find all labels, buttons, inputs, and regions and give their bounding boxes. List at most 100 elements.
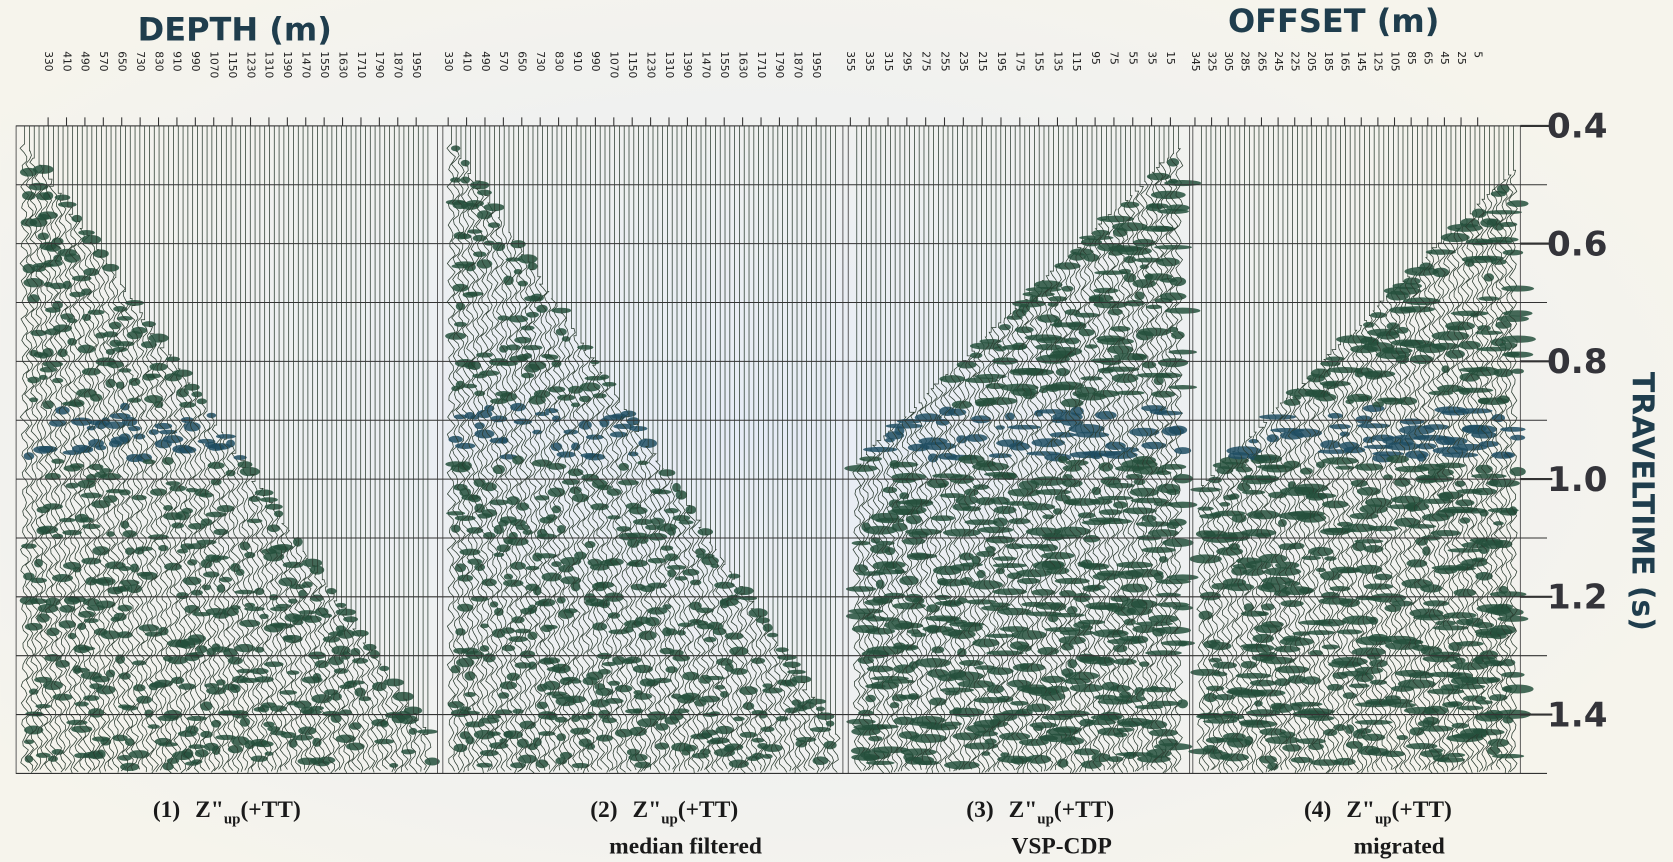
- wavelet: [590, 503, 609, 511]
- trace: [494, 125, 505, 773]
- wavelet: [846, 718, 876, 725]
- wavelet: [911, 632, 927, 638]
- wavelet: [1279, 637, 1315, 647]
- wavelet: [216, 504, 235, 513]
- wavelet: [1141, 441, 1167, 450]
- trace-label: 85: [1405, 51, 1418, 65]
- wavelet: [1094, 270, 1128, 275]
- wavelet: [503, 573, 514, 580]
- trace: [1116, 125, 1126, 773]
- wavelet: [988, 453, 1012, 459]
- wavelet: [32, 164, 54, 174]
- trace-label: 105: [1388, 51, 1401, 71]
- wavelet: [1400, 438, 1414, 446]
- wavelet: [1120, 201, 1140, 208]
- wavelet: [1327, 683, 1344, 691]
- trace: [643, 125, 654, 771]
- wavelet: [264, 503, 283, 510]
- wavelet: [234, 643, 256, 653]
- trace: [881, 125, 891, 774]
- wavelet: [81, 367, 101, 376]
- trace-label: 1950: [810, 51, 823, 78]
- wavelet: [74, 701, 89, 707]
- wavelet: [699, 748, 711, 755]
- wavelet: [551, 663, 571, 674]
- wavelet: [122, 530, 138, 538]
- trace: [1335, 125, 1346, 772]
- wavelet: [128, 425, 141, 432]
- wavelet: [465, 291, 484, 296]
- wavelet: [124, 738, 135, 746]
- wavelet: [1271, 703, 1294, 713]
- trace: [1436, 125, 1446, 773]
- wavelet: [67, 337, 77, 346]
- wavelet: [1496, 395, 1510, 404]
- wavelet: [237, 461, 253, 469]
- caption-note: VSP-CDP: [1011, 833, 1111, 859]
- wavelet: [998, 732, 1031, 741]
- wavelet: [458, 461, 472, 471]
- wavelet: [1314, 619, 1347, 627]
- wavelet: [210, 443, 231, 450]
- caption: (2) Z"up(+TT): [590, 797, 738, 827]
- wavelet: [309, 705, 324, 711]
- wavelet: [292, 734, 313, 741]
- trace-label: 1230: [244, 51, 257, 78]
- trace-label: 910: [571, 51, 584, 72]
- wavelet: [187, 543, 207, 550]
- wavelet: [762, 687, 783, 694]
- wavelet: [1203, 744, 1218, 754]
- time-tick-label: 1.0: [1547, 460, 1607, 500]
- wavelet: [534, 411, 550, 417]
- wavelet: [1292, 631, 1311, 636]
- wavelet: [666, 565, 687, 570]
- wavelet: [105, 378, 116, 388]
- wavelet: [80, 288, 93, 296]
- wavelet: [677, 622, 695, 628]
- wavelet: [501, 644, 516, 652]
- trace: [82, 125, 92, 774]
- wavelet: [1234, 714, 1245, 720]
- wavelet: [200, 701, 213, 711]
- trace-label: 295: [901, 51, 914, 71]
- wavelet: [23, 452, 35, 460]
- wavelet: [1052, 346, 1083, 356]
- trace: [1220, 125, 1231, 773]
- wavelet: [1348, 683, 1370, 689]
- caption-subscript: up: [224, 812, 241, 828]
- wavelet: [465, 199, 484, 207]
- wavelet: [1046, 566, 1070, 575]
- wavelet: [1502, 310, 1533, 317]
- caption-number: (1): [153, 797, 180, 823]
- trace-label: 195: [995, 51, 1008, 71]
- trace: [734, 125, 745, 771]
- trace: [552, 125, 563, 772]
- wavelet: [455, 628, 466, 636]
- wavelet: [951, 400, 972, 409]
- wavelet: [95, 577, 116, 586]
- caption-suffix: (+TT): [1054, 797, 1114, 823]
- wavelet: [171, 676, 185, 685]
- wavelet: [785, 707, 799, 714]
- trace: [652, 125, 663, 773]
- wavelet: [345, 680, 365, 685]
- wavelet: [894, 567, 905, 575]
- wavelet: [719, 690, 729, 698]
- wavelet: [213, 528, 229, 536]
- wavelet: [1166, 488, 1180, 496]
- wavelet: [1055, 367, 1070, 377]
- wavelet: [674, 576, 688, 581]
- wavelet: [522, 344, 543, 351]
- trace-label: 910: [171, 51, 184, 72]
- wavelet: [205, 511, 227, 518]
- wavelet: [638, 438, 658, 449]
- wavelet: [48, 419, 67, 427]
- trace: [192, 125, 203, 773]
- wavelet: [51, 458, 65, 464]
- trace: [1206, 125, 1217, 771]
- wavelet: [474, 390, 486, 397]
- wavelet: [1510, 434, 1526, 441]
- trace: [1493, 125, 1505, 770]
- wavelet: [112, 734, 128, 742]
- wavelet: [279, 690, 298, 695]
